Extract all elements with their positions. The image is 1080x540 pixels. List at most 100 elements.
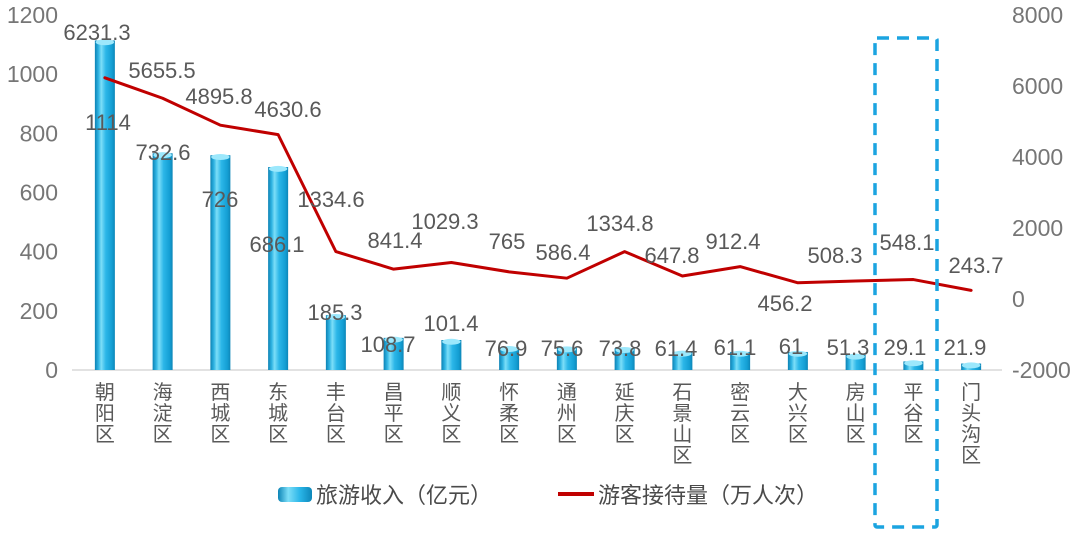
bar-value-label-12: 61 [779,334,803,359]
revenue-bar-body-10 [672,351,693,370]
bar-value-label-8: 75.6 [541,336,584,361]
category-label-11: 密云区 [730,381,750,446]
revenue-bar-body-8 [556,347,577,370]
revenue-bar-cap-2 [211,154,230,161]
revenue-bar-4 [325,313,346,370]
revenue-bar-10 [672,350,693,370]
line-value-label-1: 5655.5 [128,58,195,83]
right-axis-label-4000: 4000 [1012,144,1063,170]
right-axis-label-8000: 8000 [1012,2,1063,28]
line-value-label-11: 912.4 [705,229,760,254]
revenue-bar-body-2 [210,155,231,370]
revenue-bar-swatch-icon [278,486,312,502]
right-axis-label-6000: 6000 [1012,73,1063,99]
revenue-bar-cap-9 [615,346,634,353]
right-axis-label-0: 0 [1012,286,1025,312]
bar-value-label-0: 1114 [85,110,131,135]
revenue-bar-11 [730,350,751,370]
line-value-label-9: 1334.8 [586,211,653,236]
line-value-label-4: 1334.6 [297,187,364,212]
revenue-bar-7 [499,346,520,370]
revenue-bar-cap-6 [442,338,461,345]
revenue-bar-cap-3 [268,165,288,172]
revenue-bar-body-11 [730,351,751,370]
line-value-label-15: 243.7 [948,253,1003,278]
revenue-bar-body-12 [787,351,808,370]
left-axis-label-800: 800 [20,120,58,146]
revenue-bar-8 [556,346,577,370]
revenue-bar-body-0 [94,40,115,371]
category-label-2: 西城区 [210,382,230,446]
category-label-0: 朝阳区 [95,381,115,446]
bar-value-label-10: 61.4 [655,336,698,361]
revenue-bar-2 [210,154,231,370]
left-axis-label-200: 200 [20,298,58,324]
line-value-label-14: 548.1 [879,230,934,255]
revenue-bar-cap-4 [326,313,346,320]
category-label-6: 顺义区 [441,382,461,446]
left-axis-label-400: 400 [20,239,58,265]
left-axis-label-1000: 1000 [7,61,58,87]
line-value-label-7: 765 [489,229,526,254]
revenue-bar-cap-14 [904,360,923,367]
revenue-bar-body-6 [441,340,462,370]
revenue-bar-6 [441,338,462,370]
revenue-bar-cap-5 [384,336,403,343]
revenue-bar-body-4 [325,315,346,370]
line-value-label-0: 6231.3 [63,20,130,45]
category-label-1: 海淀区 [153,381,173,446]
revenue-bar-cap-10 [673,350,692,357]
revenue-bar-cap-15 [961,362,981,369]
right-axis-label--2000: -2000 [1012,357,1071,383]
bar-value-label-9: 73.8 [599,336,642,361]
line-value-label-2: 4895.8 [185,84,252,109]
revenue-bar-body-3 [268,167,289,370]
plot-area: 0 200 400 600 800 1000 1200 -2000 0 2000 4000 6000 8… [7,2,1071,529]
category-label-9: 延庆区 [615,381,635,446]
category-label-5: 昌平区 [384,382,404,446]
bar-value-label-6: 101.4 [423,311,478,336]
revenue-bar-cap-8 [557,346,577,353]
revenue-bar-cap-1 [153,152,172,159]
bar-value-label-11: 61.1 [714,335,757,360]
category-label-13: 房山区 [846,381,866,446]
bar-value-label-15: 21.9 [944,335,987,360]
revenue-bar-13 [845,353,866,370]
highlight-rect-pinggu [873,36,939,529]
line-value-label-5: 841.4 [367,228,422,253]
revenue-bar-cap-7 [499,346,519,353]
revenue-bar-cap-0 [95,39,115,46]
category-label-7: 怀柔区 [499,381,519,446]
visitors-line-swatch-icon [558,492,594,496]
revenue-bar-cap-12 [788,350,808,357]
line-value-label-12: 456.2 [757,291,812,316]
category-label-14: 平谷区 [903,382,923,446]
legend-item-revenue: 旅游收入（亿元） [278,478,492,510]
line-value-label-13: 508.3 [807,243,862,268]
revenue-bar-body-1 [152,153,173,370]
legend-label-revenue: 旅游收入（亿元） [316,483,493,508]
bar-value-label-5: 108.7 [360,332,415,357]
line-value-label-10: 647.8 [644,243,699,268]
right-axis-label-2000: 2000 [1012,215,1063,241]
revenue-bar-cap-13 [846,353,865,360]
revenue-bar-body-5 [383,337,404,370]
category-label-4: 丰台区 [326,381,346,446]
revenue-bar-9 [614,346,635,370]
revenue-bar-15 [961,362,982,370]
line-value-label-8: 586.4 [535,240,590,265]
revenue-bar-cap-11 [730,350,750,357]
category-label-8: 通州区 [557,381,577,446]
category-label-3: 东城区 [268,381,288,446]
revenue-bar-1 [152,152,173,370]
line-value-label-3: 4630.6 [254,97,321,122]
revenue-bar-body-7 [499,347,520,370]
left-axis-label-0: 0 [45,357,58,383]
revenue-bar-12 [787,350,808,370]
bar-value-label-3: 686.1 [249,232,304,257]
revenue-bar-14 [903,360,924,370]
bar-value-label-1: 732.6 [135,140,190,165]
left-axis-label-600: 600 [20,180,58,206]
